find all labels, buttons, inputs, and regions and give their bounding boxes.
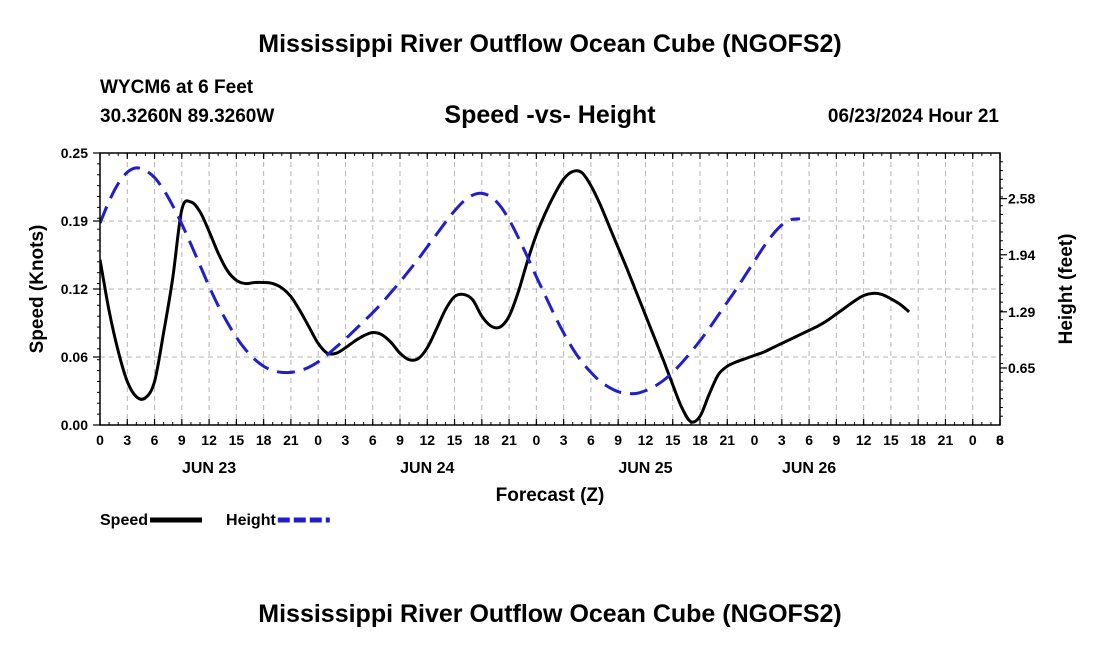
date-label: JUN 24: [400, 460, 454, 477]
x-tick-label: 18: [474, 432, 490, 448]
x-tick-label: 6: [996, 432, 1004, 448]
bottom-chart-title: Mississippi River Outflow Ocean Cube (NG…: [258, 600, 842, 628]
date-label: JUN 23: [182, 460, 236, 477]
y-axis-title: Speed (Knots): [27, 225, 48, 354]
station-label: WYCM6 at 6 Feet: [100, 77, 254, 98]
legend: Speed Height: [100, 512, 330, 529]
x-tick-label: 18: [256, 432, 272, 448]
y2-tick-label: 0.65: [1008, 360, 1035, 376]
x-tick-label: 0: [969, 432, 977, 448]
y-tick-label: 0.06: [61, 349, 88, 365]
x-tick-label: 21: [719, 432, 735, 448]
x-tick-label: 12: [201, 432, 217, 448]
x-tick-label: 6: [805, 432, 813, 448]
x-tick-label: 9: [178, 432, 186, 448]
x-tick-label: 3: [778, 432, 786, 448]
x-tick-label: 18: [692, 432, 708, 448]
x-tick-label: 21: [501, 432, 517, 448]
chart-subtitle: Speed -vs- Height: [444, 101, 656, 129]
axis-labels: 0 3 6 9 12 15 18 21 0 3 6 9 12 15 18 21 0 3 6 9 12 15 18 21 0 3 6 9…: [27, 145, 1077, 506]
x-tick-label: 12: [638, 432, 654, 448]
height-series-line: [100, 166, 801, 396]
x-axis-title: Forecast (Z): [496, 485, 605, 506]
chart-title: Mississippi River Outflow Ocean Cube (NG…: [258, 30, 842, 58]
grid-lines: [99, 152, 1001, 426]
x-tick-label: 21: [938, 432, 954, 448]
x-tick-label: 9: [614, 432, 622, 448]
legend-label-height: Height: [226, 512, 276, 529]
y-tick-label: 0.19: [61, 213, 88, 229]
speed-series-line: [100, 169, 911, 424]
series-lines: [100, 166, 911, 424]
y-tick-label: 0.00: [61, 417, 88, 433]
x-tick-label: 9: [832, 432, 840, 448]
x-tick-label: 0: [314, 432, 322, 448]
x-tick-label: 3: [342, 432, 350, 448]
legend-label-speed: Speed: [100, 512, 148, 529]
y2-axis-title: Height (feet): [1056, 234, 1077, 345]
x-tick-label: 15: [665, 432, 681, 448]
x-tick-label: 0: [532, 432, 540, 448]
station-coordinates: 30.3260N 89.3260W: [100, 106, 275, 127]
forecast-datetime: 06/23/2024 Hour 21: [827, 106, 999, 127]
x-tick-label: 3: [123, 432, 131, 448]
x-tick-label: 12: [419, 432, 435, 448]
x-tick-label: 21: [283, 432, 299, 448]
x-tick-label: 6: [369, 432, 377, 448]
date-label: JUN 26: [782, 460, 836, 477]
y-tick-label: 0.12: [61, 281, 88, 297]
date-label: JUN 25: [618, 460, 672, 477]
y-tick-label: 0.25: [61, 145, 88, 161]
y2-tick-label: 2.58: [1008, 191, 1035, 207]
x-tick-label: 12: [856, 432, 872, 448]
x-tick-label: 18: [910, 432, 926, 448]
x-tick-label: 15: [229, 432, 245, 448]
x-tick-label: 3: [560, 432, 568, 448]
plot-frame: [99, 152, 1001, 426]
x-tick-label: 0: [96, 432, 104, 448]
y2-tick-label: 1.29: [1008, 304, 1035, 320]
x-tick-label: 0: [751, 432, 759, 448]
y2-tick-label: 1.94: [1008, 247, 1035, 263]
x-tick-label: 15: [447, 432, 463, 448]
x-tick-label: 6: [151, 432, 159, 448]
x-tick-label: 9: [396, 432, 404, 448]
x-tick-label: 3: [996, 432, 1004, 448]
x-tick-label: 6: [587, 432, 595, 448]
x-tick-label: 15: [883, 432, 899, 448]
